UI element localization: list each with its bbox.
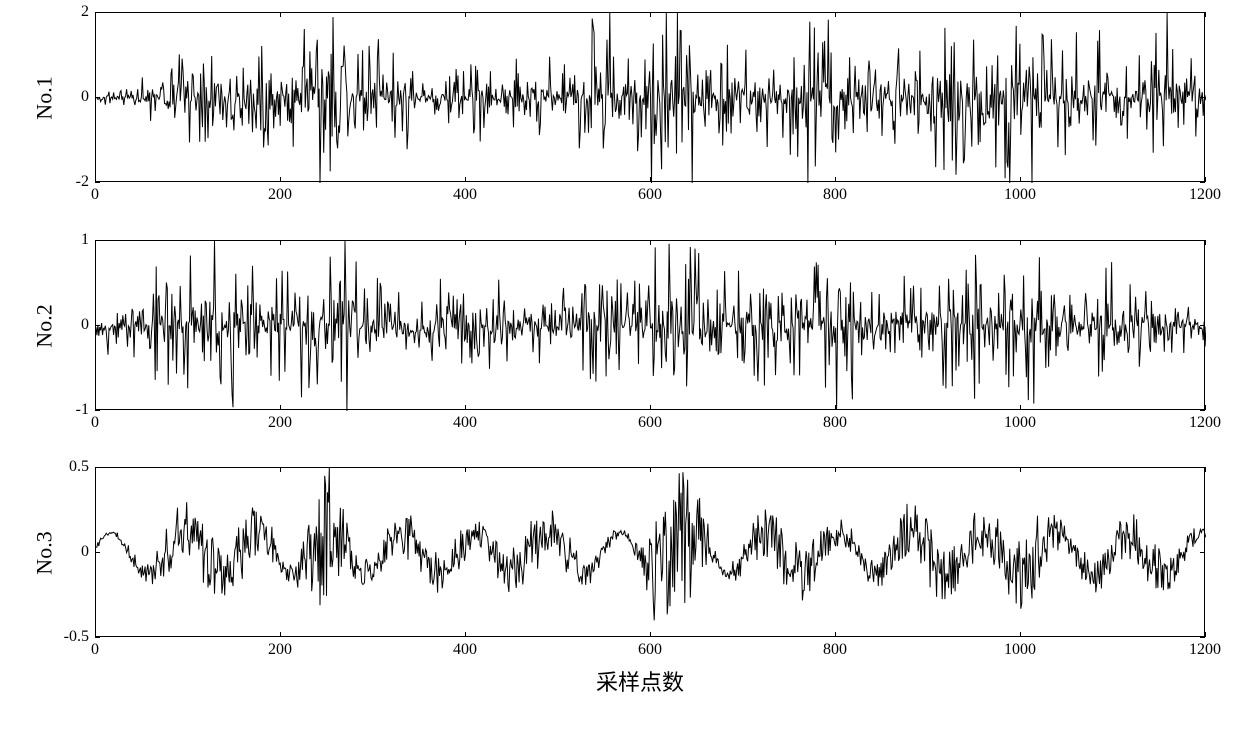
y-tick-mark xyxy=(95,410,100,411)
y-tick-label: -2 xyxy=(55,173,89,191)
signal-line-1 xyxy=(96,13,1206,183)
x-tick-mark xyxy=(95,12,96,17)
x-tick-mark xyxy=(650,240,651,245)
x-tick-label: 1200 xyxy=(1189,641,1221,659)
x-tick-label: 0 xyxy=(91,641,99,659)
x-tick-mark xyxy=(280,177,281,182)
x-tick-label: 200 xyxy=(268,186,292,204)
x-tick-mark xyxy=(95,632,96,637)
x-tick-mark xyxy=(280,240,281,245)
x-tick-mark xyxy=(650,177,651,182)
x-tick-label: 400 xyxy=(453,414,477,432)
x-tick-mark xyxy=(1020,632,1021,637)
x-tick-mark xyxy=(835,405,836,410)
x-tick-label: 800 xyxy=(823,186,847,204)
x-tick-label: 800 xyxy=(823,414,847,432)
y-tick-mark xyxy=(1200,325,1205,326)
x-tick-mark xyxy=(835,12,836,17)
y-tick-mark xyxy=(95,182,100,183)
signal-line-3 xyxy=(96,468,1206,638)
y-tick-label: -0.5 xyxy=(55,628,89,646)
signal-figure: 采样点数 No.1-202020040060080010001200No.2-1… xyxy=(0,0,1239,732)
x-tick-label: 400 xyxy=(453,641,477,659)
x-tick-mark xyxy=(835,177,836,182)
x-tick-mark xyxy=(650,405,651,410)
signal-line-2 xyxy=(96,241,1206,411)
x-tick-mark xyxy=(1020,177,1021,182)
x-tick-label: 0 xyxy=(91,414,99,432)
y-tick-mark xyxy=(1200,637,1205,638)
y-tick-mark xyxy=(95,325,100,326)
y-tick-mark xyxy=(1200,182,1205,183)
x-tick-mark xyxy=(280,467,281,472)
x-tick-mark xyxy=(1020,405,1021,410)
x-tick-label: 1000 xyxy=(1004,186,1036,204)
x-tick-mark xyxy=(1205,240,1206,245)
chart-panel-1 xyxy=(95,12,1205,182)
x-tick-label: 1200 xyxy=(1189,414,1221,432)
x-tick-mark xyxy=(95,240,96,245)
x-tick-mark xyxy=(1205,177,1206,182)
y-axis-label-2: No.2 xyxy=(32,304,58,347)
y-tick-mark xyxy=(95,552,100,553)
y-axis-label-1: No.1 xyxy=(32,76,58,119)
y-tick-mark xyxy=(1200,552,1205,553)
y-tick-label: 1 xyxy=(55,231,89,249)
x-tick-mark xyxy=(465,467,466,472)
x-tick-mark xyxy=(835,632,836,637)
x-tick-label: 200 xyxy=(268,641,292,659)
x-tick-mark xyxy=(650,467,651,472)
y-tick-mark xyxy=(95,97,100,98)
x-tick-mark xyxy=(1205,467,1206,472)
x-tick-mark xyxy=(1205,405,1206,410)
x-tick-mark xyxy=(465,12,466,17)
x-tick-mark xyxy=(1020,467,1021,472)
x-tick-label: 1000 xyxy=(1004,414,1036,432)
x-tick-label: 0 xyxy=(91,186,99,204)
y-tick-label: 0.5 xyxy=(55,458,89,476)
x-tick-mark xyxy=(650,12,651,17)
x-tick-label: 600 xyxy=(638,641,662,659)
y-tick-label: 0 xyxy=(55,88,89,106)
y-tick-label: -1 xyxy=(55,401,89,419)
x-tick-mark xyxy=(835,240,836,245)
x-tick-mark xyxy=(650,632,651,637)
y-tick-mark xyxy=(1200,410,1205,411)
x-axis-label: 采样点数 xyxy=(580,665,700,697)
x-tick-mark xyxy=(280,632,281,637)
chart-panel-2 xyxy=(95,240,1205,410)
x-tick-label: 400 xyxy=(453,186,477,204)
x-tick-label: 600 xyxy=(638,414,662,432)
x-tick-mark xyxy=(1020,240,1021,245)
y-axis-label-3: No.3 xyxy=(32,531,58,574)
x-tick-label: 200 xyxy=(268,414,292,432)
x-tick-mark xyxy=(280,12,281,17)
y-tick-label: 0 xyxy=(55,543,89,561)
x-tick-label: 1200 xyxy=(1189,186,1221,204)
x-tick-mark xyxy=(465,177,466,182)
x-tick-mark xyxy=(1205,12,1206,17)
x-tick-mark xyxy=(1020,12,1021,17)
x-tick-label: 600 xyxy=(638,186,662,204)
chart-panel-3 xyxy=(95,467,1205,637)
x-tick-mark xyxy=(465,632,466,637)
x-tick-mark xyxy=(465,405,466,410)
x-tick-mark xyxy=(95,467,96,472)
x-tick-label: 800 xyxy=(823,641,847,659)
x-tick-label: 1000 xyxy=(1004,641,1036,659)
x-tick-mark xyxy=(1205,632,1206,637)
x-tick-mark xyxy=(835,467,836,472)
x-tick-mark xyxy=(280,405,281,410)
y-tick-mark xyxy=(1200,97,1205,98)
y-tick-label: 2 xyxy=(55,3,89,21)
x-tick-mark xyxy=(465,240,466,245)
y-tick-mark xyxy=(95,637,100,638)
y-tick-label: 0 xyxy=(55,316,89,334)
x-tick-mark xyxy=(95,177,96,182)
x-tick-mark xyxy=(95,405,96,410)
